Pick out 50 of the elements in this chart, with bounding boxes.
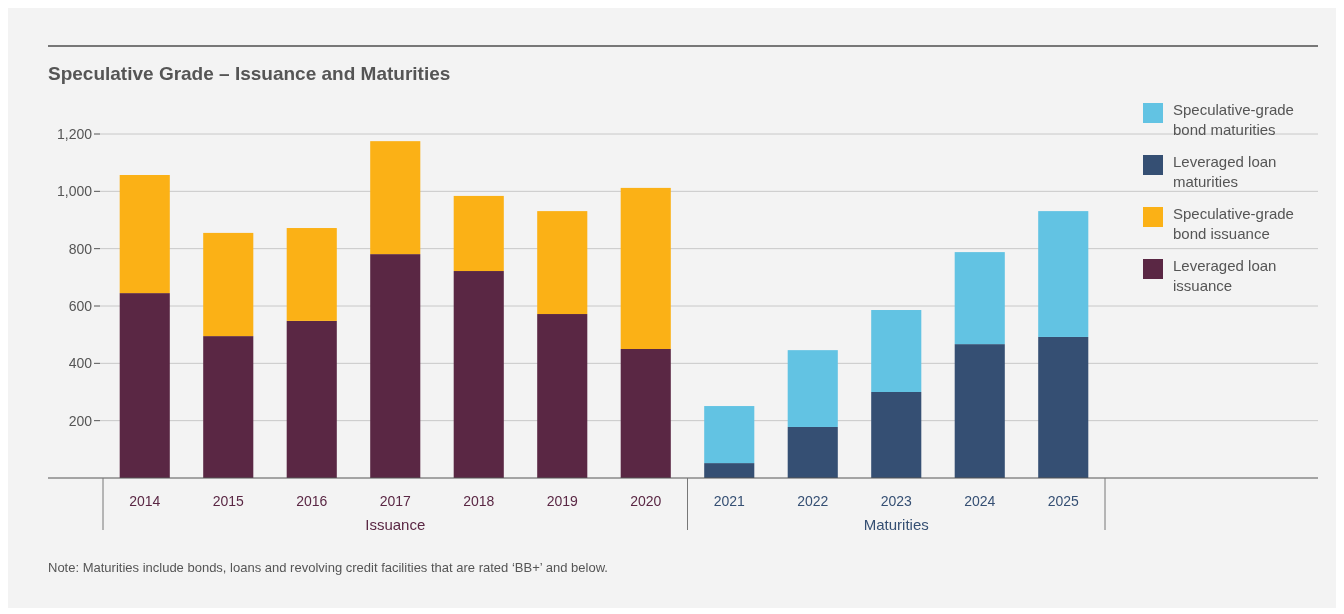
chart-title: Speculative Grade – Issuance and Maturities bbox=[48, 63, 451, 84]
bar bbox=[119, 293, 170, 478]
bar bbox=[871, 392, 922, 478]
text: Maturities bbox=[863, 516, 929, 533]
x-tick-label: 2024 bbox=[964, 493, 996, 509]
y-tick-label: 200 bbox=[68, 412, 93, 429]
text: Issuance bbox=[365, 516, 426, 533]
bar bbox=[1038, 211, 1089, 337]
y-tick-label: 1,200 bbox=[56, 126, 93, 142]
bar bbox=[203, 232, 254, 337]
y-tick-label: 600 bbox=[68, 298, 93, 314]
x-tick-label: 2017 bbox=[379, 493, 412, 509]
bar bbox=[954, 252, 1005, 345]
bar bbox=[203, 336, 254, 478]
bar bbox=[787, 350, 838, 427]
bar bbox=[704, 406, 755, 464]
x-tick-label: 2025 bbox=[1047, 493, 1080, 509]
bar bbox=[537, 211, 588, 315]
bar bbox=[1038, 336, 1089, 478]
x-tick-label: 2022 bbox=[797, 493, 829, 509]
bar bbox=[370, 254, 421, 478]
bar bbox=[620, 187, 671, 349]
x-tick-label: 2020 bbox=[630, 493, 662, 509]
bar bbox=[286, 228, 337, 321]
bar bbox=[620, 349, 671, 478]
legend-label: Speculative-grade bond issuance bbox=[1173, 205, 1294, 242]
y-tick-label: 400 bbox=[68, 355, 93, 372]
legend-label: Leveraged loan issuance bbox=[1173, 257, 1277, 294]
bar bbox=[537, 314, 588, 478]
bar bbox=[370, 141, 421, 255]
y-tick-label: 800 bbox=[68, 240, 93, 257]
bar bbox=[119, 174, 170, 294]
legend-label: Speculative-grade bond maturities bbox=[1173, 101, 1294, 138]
bar bbox=[286, 320, 337, 478]
x-tick-label: 2016 bbox=[296, 493, 328, 509]
x-tick-label: 2018 bbox=[463, 493, 495, 509]
bar bbox=[871, 310, 922, 392]
x-tick-label: 2023 bbox=[880, 493, 913, 509]
bar bbox=[704, 463, 755, 478]
text: Note: Maturities include bonds, loans and revolving credit facilities that are rated ‘BB+’ and below. bbox=[48, 560, 608, 575]
x-tick-label: 2014 bbox=[129, 493, 161, 509]
x-tick-label: 2015 bbox=[212, 493, 245, 509]
bar bbox=[787, 426, 838, 478]
x-tick-label: 2021 bbox=[713, 493, 746, 509]
y-tick-label: 1,000 bbox=[56, 183, 93, 200]
bar bbox=[954, 344, 1005, 478]
bar bbox=[453, 271, 504, 478]
legend-label: Leveraged loan maturities bbox=[1173, 153, 1277, 190]
x-tick-label: 2019 bbox=[546, 493, 579, 509]
bar bbox=[453, 195, 504, 272]
